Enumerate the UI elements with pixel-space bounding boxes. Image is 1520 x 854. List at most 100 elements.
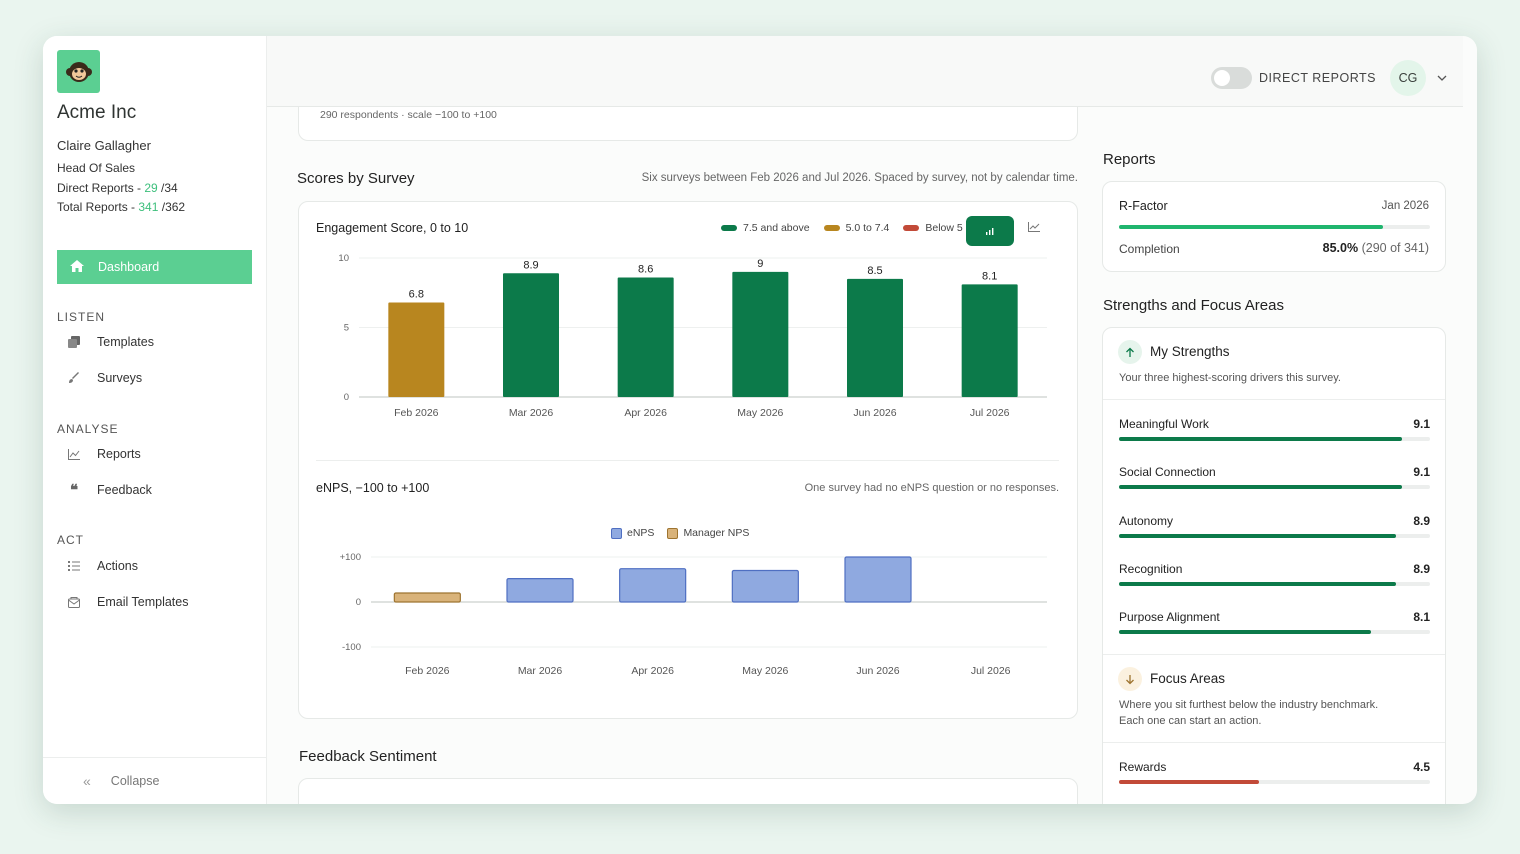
focus-title: Focus Areas (1150, 671, 1226, 686)
bar (732, 271, 789, 397)
bar (503, 273, 559, 397)
bar (847, 278, 903, 397)
y-tick-label: 10 (338, 253, 349, 264)
sidebar-item-label: Templates (97, 335, 154, 349)
divider (1103, 399, 1445, 400)
driver-label: Social Connection (1119, 465, 1216, 480)
sidebar-item-feedback[interactable]: ❝ Feedback (67, 482, 152, 499)
bar (844, 556, 912, 603)
respondents-note: 290 respondents · scale −100 to +100 (320, 109, 497, 121)
x-tick-label: Feb 2026 (405, 665, 450, 677)
driver-score: 9.1 (1413, 465, 1430, 480)
bar (388, 302, 445, 397)
focus-desc-2: Each one can start an action. (1119, 715, 1262, 727)
y-tick-label: -100 (342, 642, 361, 653)
driver-track (1119, 485, 1430, 490)
bar (619, 568, 687, 603)
legend-item: Below 5 (925, 222, 963, 234)
monkey-logo-icon[interactable] (57, 50, 100, 93)
y-tick-label: +100 (340, 552, 361, 563)
divider (1103, 742, 1445, 743)
driver-label: Autonomy (1119, 513, 1174, 528)
bar-value-label: 9 (757, 258, 763, 270)
x-tick-label: Mar 2026 (518, 665, 563, 677)
x-tick-label: Feb 2026 (394, 407, 439, 419)
list-icon (67, 559, 81, 573)
total-reports-count: Total Reports - 341 /362 (57, 200, 185, 214)
sidebar-item-actions[interactable]: Actions (67, 559, 138, 573)
bar-value-label: 8.5 (867, 265, 882, 277)
arrow-up-icon (1118, 340, 1142, 364)
engagement-legend: 7.5 and above 5.0 to 7.4 Below 5 (721, 222, 966, 234)
driver-track (1119, 630, 1430, 635)
bar-chart-toggle-button[interactable] (966, 216, 1014, 246)
user-role: Head Of Sales (57, 161, 136, 175)
user-avatar[interactable]: CG (1390, 60, 1426, 96)
legend-item: eNPS (627, 527, 655, 539)
enps-chart-note: One survey had no eNPS question or no re… (804, 482, 1059, 494)
driver-label: Meaningful Work (1119, 417, 1209, 431)
feedback-heading: Feedback Sentiment (299, 748, 437, 765)
total-reports-value: 341 (138, 200, 159, 214)
bar-value-label: 8.1 (982, 270, 997, 282)
driver-track (1119, 437, 1430, 441)
legend-swatch-enps (611, 527, 622, 539)
x-tick-label: May 2026 (737, 407, 783, 419)
x-tick-label: Jun 2026 (853, 407, 896, 419)
x-tick-label: Apr 2026 (631, 665, 674, 677)
collapse-button[interactable]: « Collapse (43, 757, 267, 804)
rfactor-card[interactable]: R-Factor Jan 2026 Completion 85.0% (290 … (1102, 181, 1446, 272)
driver-fill (1119, 630, 1371, 635)
arrow-down-icon (1118, 667, 1142, 691)
driver-track (1119, 533, 1430, 538)
y-tick-label: 5 (344, 323, 349, 334)
sidebar-item-email-templates[interactable]: Email Templates (67, 595, 188, 609)
sidebar-item-label: Actions (97, 559, 138, 573)
direct-reports-toggle-label: DIRECT REPORTS (1259, 71, 1376, 85)
x-tick-label: Jul 2026 (971, 665, 1011, 677)
copy-icon (67, 335, 81, 349)
line-chart-icon (1028, 222, 1040, 232)
user-name: Claire Gallagher (57, 138, 151, 153)
sidebar: Acme Inc Claire Gallagher Head Of Sales … (43, 36, 267, 804)
line-chart-toggle-button[interactable] (1028, 222, 1040, 235)
scores-card: Engagement Score, 0 to 10 7.5 and above … (298, 201, 1078, 719)
scores-heading: Scores by Survey (297, 170, 415, 187)
completion-track (1119, 225, 1430, 229)
top-header: DIRECT REPORTS CG (267, 36, 1463, 107)
line-chart-icon (67, 447, 81, 461)
legend-swatch-mid (823, 225, 840, 231)
sidebar-item-surveys[interactable]: Surveys (67, 371, 142, 385)
direct-reports-total: /34 (157, 181, 178, 195)
driver-label: Rewards (1119, 760, 1167, 774)
bar (731, 569, 799, 603)
sidebar-item-label: Surveys (97, 371, 143, 385)
sidebar-item-dashboard[interactable]: Dashboard (57, 250, 252, 284)
sidebar-item-reports[interactable]: Reports (67, 447, 141, 461)
sidebar-item-templates[interactable]: Templates (67, 335, 154, 349)
rfactor-date: Jan 2026 (1381, 200, 1429, 212)
completion-pct: 85.0% (1322, 241, 1359, 255)
legend-swatch-good (721, 225, 737, 231)
direct-reports-count: Direct Reports - 29 /34 (57, 181, 178, 195)
completion-fill (1119, 225, 1384, 229)
legend-item: 7.5 and above (743, 222, 810, 234)
home-icon (70, 259, 84, 275)
y-tick-label: 0 (356, 597, 361, 608)
sidebar-item-label: Email Templates (97, 595, 189, 609)
enps-chart: +100 0 -100 Feb 2026 Mar 2026 Apr 2026 May 202… (340, 552, 1047, 677)
chevron-down-icon[interactable] (1437, 72, 1447, 84)
brush-icon (67, 371, 81, 385)
rfactor-title: R-Factor (1119, 199, 1168, 213)
reports-heading: Reports (1103, 151, 1156, 168)
toggle-knob (1214, 70, 1230, 86)
driver-track (1119, 780, 1430, 784)
quote-icon: ❝ (69, 482, 79, 499)
feedback-card (298, 778, 1078, 804)
direct-reports-toggle[interactable] (1211, 67, 1252, 89)
completion-value: 85.0% (290 of 341) (1323, 241, 1429, 255)
engagement-chart-title: Engagement Score, 0 to 10 (316, 221, 469, 235)
enps-chart-title: eNPS, −100 to +100 (316, 481, 430, 495)
double-chevron-left-icon: « (83, 773, 91, 789)
bar-value-label: 6.8 (409, 288, 424, 300)
